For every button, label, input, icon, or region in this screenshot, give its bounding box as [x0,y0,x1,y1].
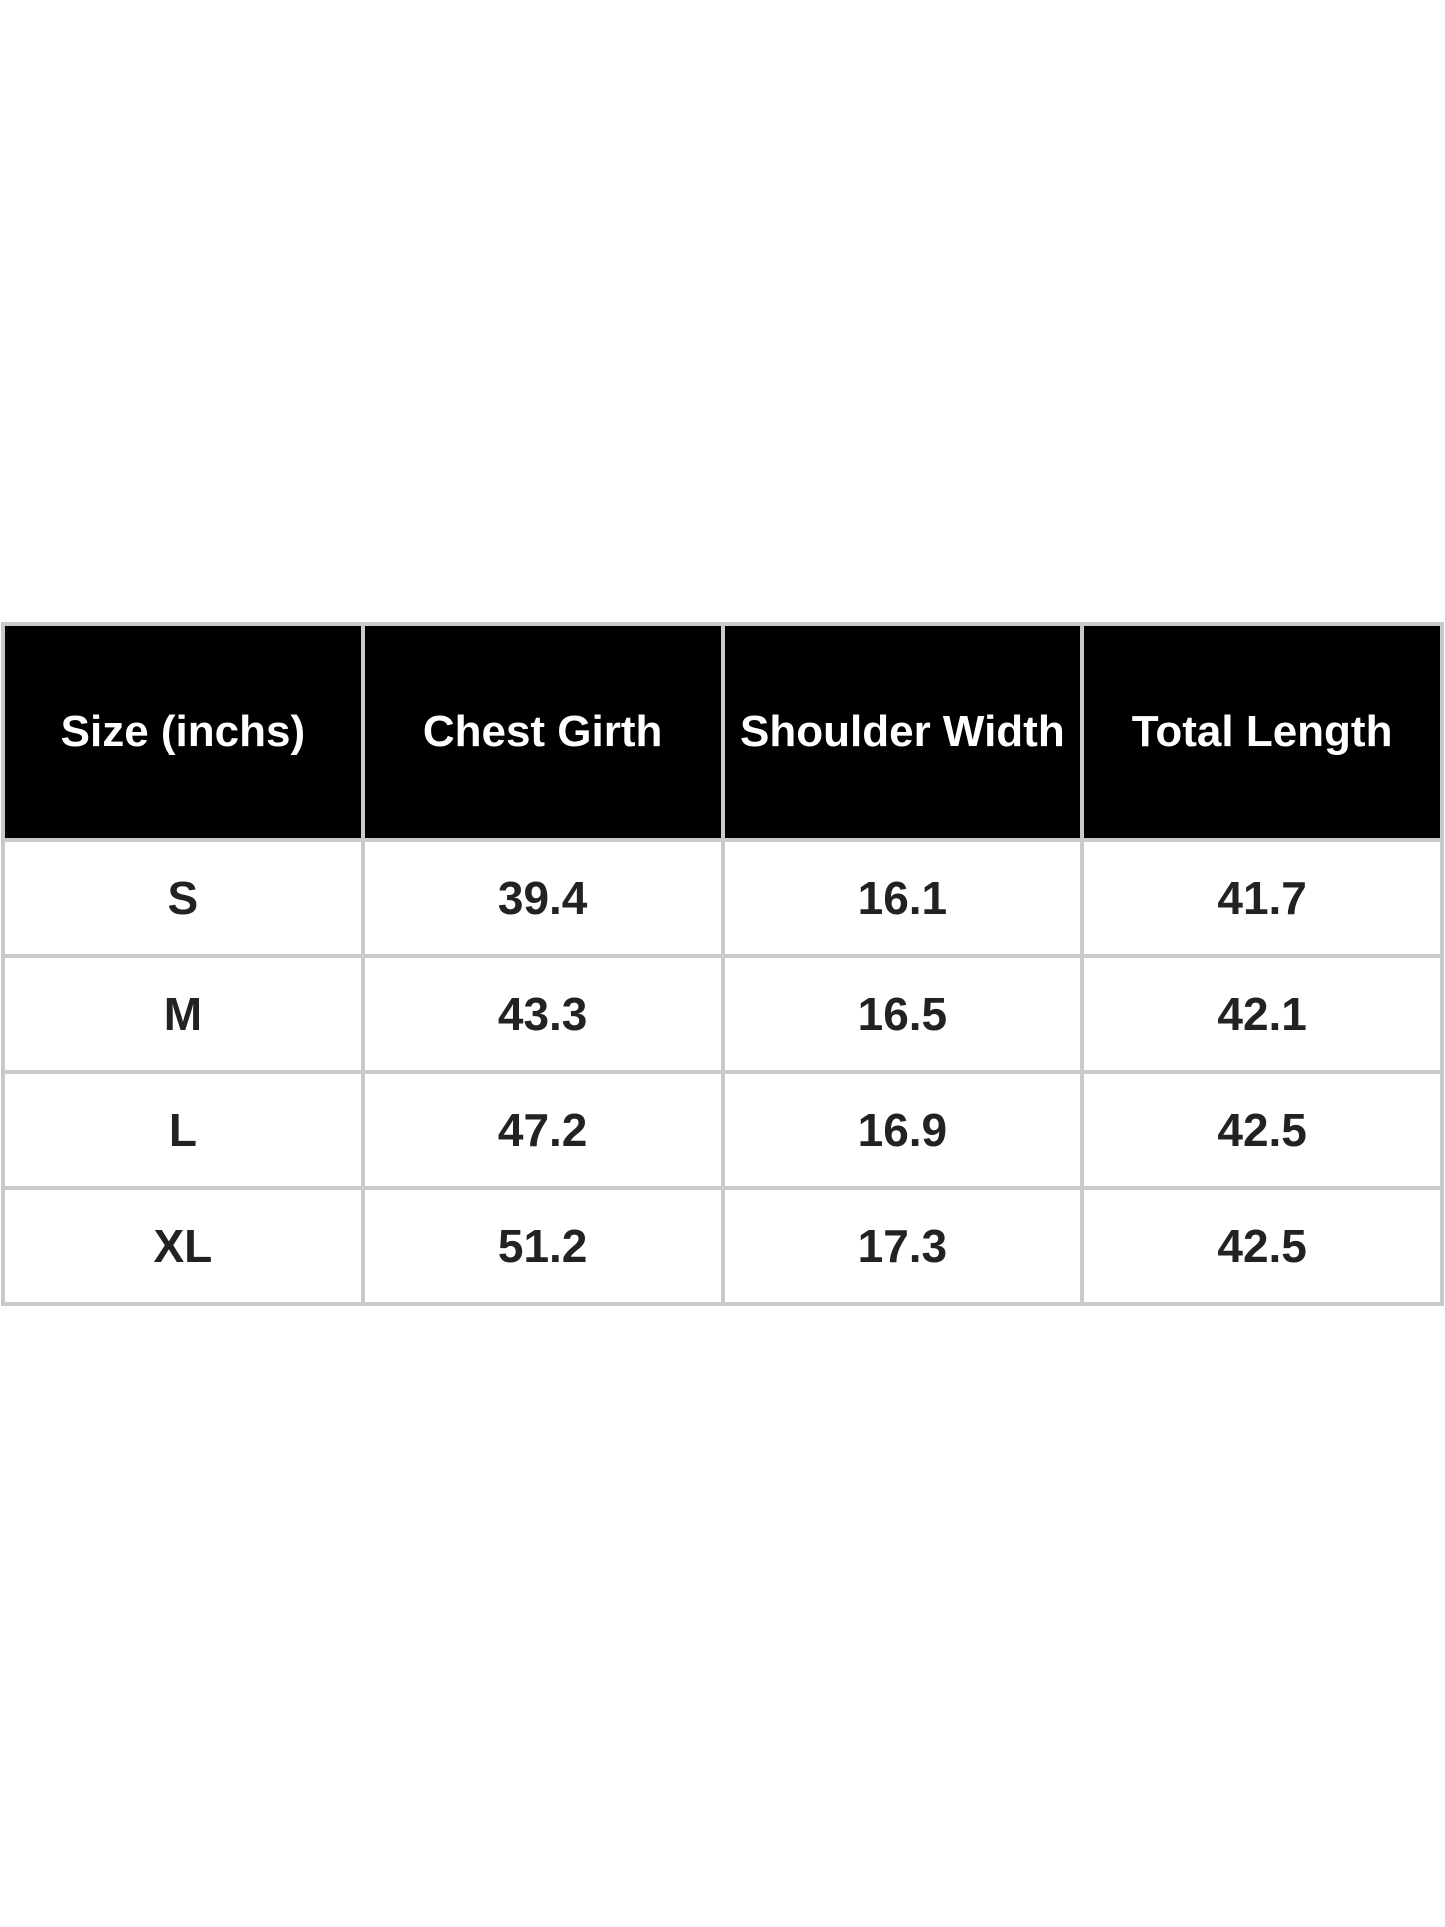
cell-shoulder: 16.9 [720,1070,1085,1190]
cell-chest: 39.4 [360,838,725,958]
table-row: M 43.3 16.5 42.1 [1,954,1444,1074]
cell-size: M [1,954,365,1074]
header-row: Size (inchs) Chest Girth Shoulder Width … [1,622,1444,842]
cell-size: XL [1,1186,365,1306]
cell-shoulder: 16.5 [720,954,1085,1074]
cell-chest: 43.3 [360,954,725,1074]
cell-size: L [1,1070,365,1190]
table-row: XL 51.2 17.3 42.5 [1,1186,1444,1306]
cell-length: 42.1 [1080,954,1444,1074]
cell-shoulder: 16.1 [720,838,1085,958]
size-chart-table: Size (inchs) Chest Girth Shoulder Width … [1,622,1444,1306]
header-shoulder-width: Shoulder Width [720,622,1085,842]
cell-length: 41.7 [1080,838,1444,958]
header-total-length: Total Length [1080,622,1444,842]
cell-shoulder: 17.3 [720,1186,1085,1306]
cell-length: 42.5 [1080,1070,1444,1190]
cell-length: 42.5 [1080,1186,1444,1306]
header-size: Size (inchs) [1,622,365,842]
cell-chest: 47.2 [360,1070,725,1190]
cell-chest: 51.2 [360,1186,725,1306]
cell-size: S [1,838,365,958]
header-chest-girth: Chest Girth [360,622,725,842]
table-row: S 39.4 16.1 41.7 [1,838,1444,958]
table-row: L 47.2 16.9 42.5 [1,1070,1444,1190]
